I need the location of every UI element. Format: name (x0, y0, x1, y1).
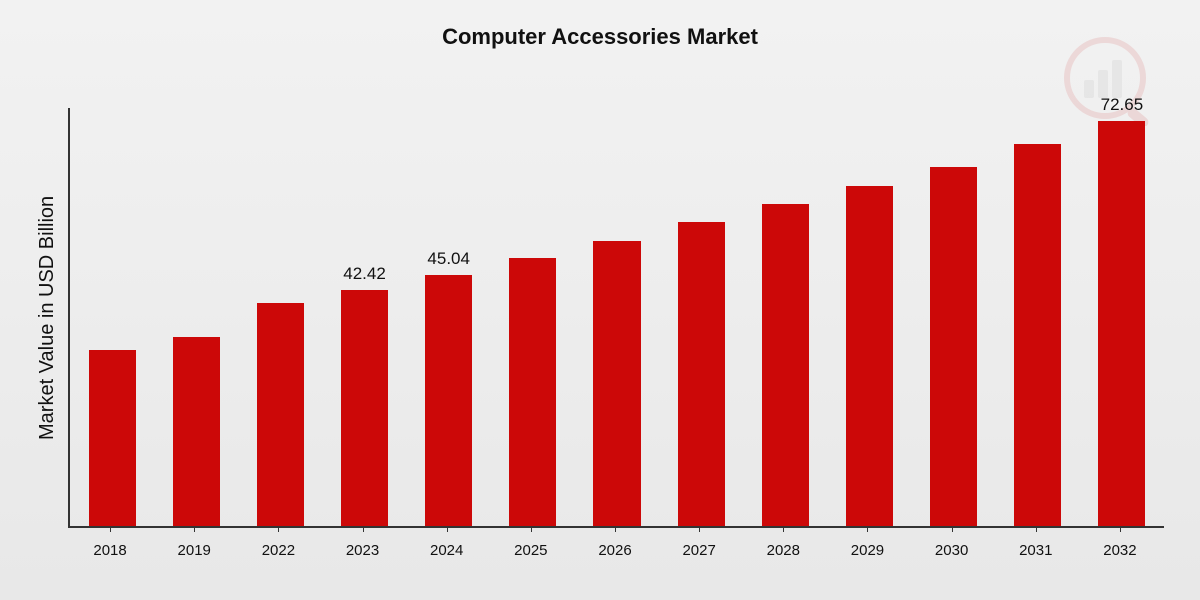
chart-page: Computer Accessories Market Market Value… (0, 0, 1200, 600)
bar (173, 337, 220, 526)
bar-value-label: 72.65 (1088, 95, 1155, 115)
x-tick-label: 2024 (417, 542, 477, 559)
bar (762, 204, 809, 526)
bar (1014, 144, 1061, 526)
x-tick-label: 2026 (585, 542, 645, 559)
x-tick-label: 2029 (837, 542, 897, 559)
x-tick-label: 2018 (80, 542, 140, 559)
chart-title: Computer Accessories Market (0, 24, 1200, 50)
x-tick (1120, 526, 1121, 532)
x-tick-label: 2032 (1090, 542, 1150, 559)
x-tick (615, 526, 616, 532)
x-tick (531, 526, 532, 532)
x-tick (783, 526, 784, 532)
bar (341, 290, 388, 526)
bar (257, 303, 304, 526)
bar (846, 186, 893, 526)
x-tick-label: 2028 (753, 542, 813, 559)
x-tick-label: 2019 (164, 542, 224, 559)
x-tick (699, 526, 700, 532)
bar (593, 241, 640, 526)
x-tick (194, 526, 195, 532)
bar (678, 222, 725, 526)
x-tick (278, 526, 279, 532)
x-tick (363, 526, 364, 532)
bar (1098, 121, 1145, 526)
x-tick-label: 2031 (1006, 542, 1066, 559)
x-tick-label: 2022 (248, 542, 308, 559)
x-tick (110, 526, 111, 532)
x-tick-label: 2025 (501, 542, 561, 559)
bar (930, 167, 977, 526)
x-tick (1036, 526, 1037, 532)
x-tick-label: 2030 (922, 542, 982, 559)
x-tick (952, 526, 953, 532)
x-tick (447, 526, 448, 532)
bar-value-label: 42.42 (331, 264, 398, 284)
bar (89, 350, 136, 526)
x-tick-label: 2023 (333, 542, 393, 559)
x-tick-label: 2027 (669, 542, 729, 559)
bar-value-label: 45.04 (415, 249, 482, 269)
x-tick (867, 526, 868, 532)
y-axis-label: Market Value in USD Billion (36, 196, 59, 440)
bar (425, 275, 472, 526)
plot-area: 42.4245.0472.65 (68, 108, 1164, 528)
bar (509, 258, 556, 526)
